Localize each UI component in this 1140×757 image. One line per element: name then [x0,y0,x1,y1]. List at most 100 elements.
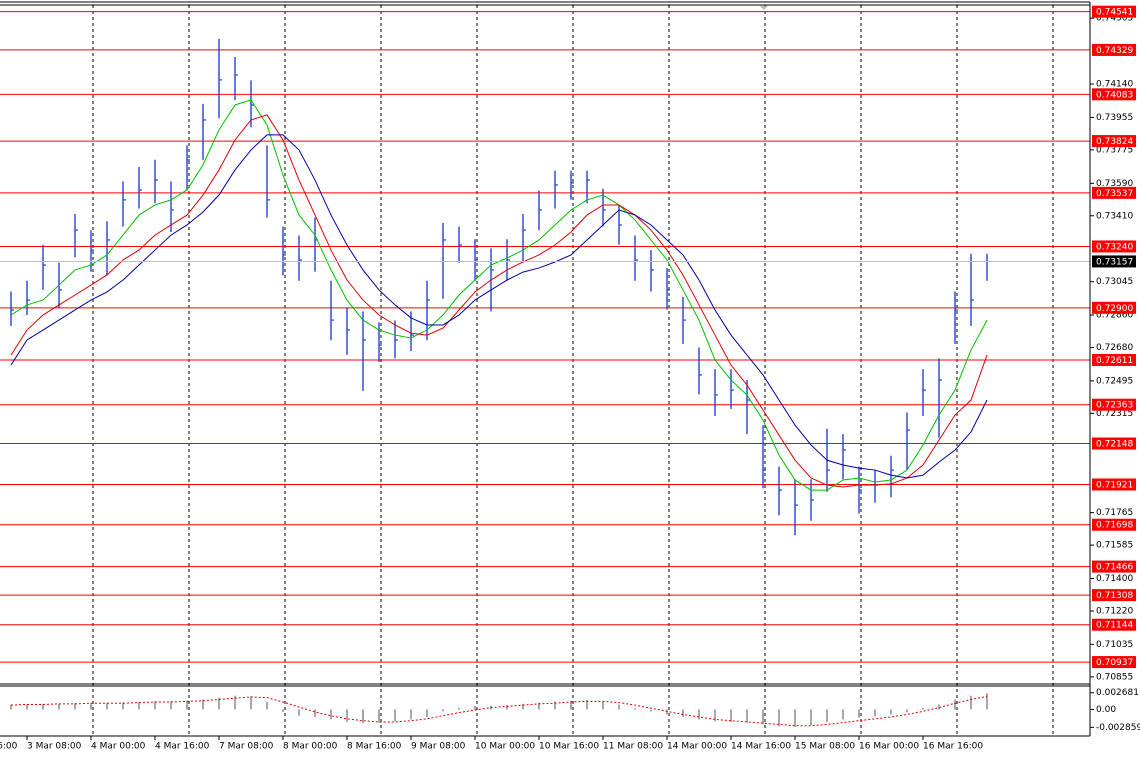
histogram-bar [378,709,380,723]
x-tick-label: 4 Mar 16:00 [155,742,210,752]
histogram-bar [650,709,652,712]
histogram-bar [538,702,540,710]
histogram-bar [266,701,268,710]
price-level-label: 0.74541 [1096,8,1133,18]
histogram-bar [474,706,476,710]
price-level-tag [1092,240,1136,253]
histogram-bar [122,702,124,710]
histogram-bar [730,709,732,722]
histogram-bar [314,709,316,717]
price-level-tag [1092,135,1136,148]
y-tick-label: 0.72315 [1096,409,1133,419]
price-level-label: 0.72363 [1096,401,1133,411]
histogram-bar [810,709,812,726]
histogram-bar [410,709,412,720]
y-tick-label: 0.72860 [1096,311,1133,321]
price-level-label: 0.70937 [1096,658,1133,668]
y-tick-label: 0.73045 [1096,277,1133,287]
histogram-bar [42,703,44,710]
price-level-tag [1092,353,1136,366]
histogram-bar [250,696,252,710]
price-level-label: 0.71698 [1096,521,1133,531]
price-level-label: 0.71308 [1096,591,1133,601]
y-tick-label: 0.71585 [1096,541,1133,551]
histogram-bar [426,709,428,717]
histogram-bar [698,709,700,720]
histogram-bar [666,709,668,715]
moving-average [10,114,988,488]
histogram-bar [714,709,716,722]
histogram-bar [74,703,76,710]
histogram-bar [138,701,140,710]
plot-area [0,11,1090,727]
price-level-tag [1092,656,1136,669]
axes: 0.74505 0.74140 0.73955 0.73775 0.73590 0.734… [1090,5,1140,733]
y-tick-label: 0.73410 [1096,211,1133,221]
x-tick-label: 2 Mar 16:00 [0,742,18,752]
y-tick-label: 0.72680 [1096,343,1133,353]
x-tick-label: 8 Mar 16:00 [347,742,402,752]
price-level-tag [1092,618,1136,631]
grid [92,5,1054,736]
x-tick-label: 11 Mar 08:00 [603,742,663,752]
histogram-bar [922,708,924,710]
price-level-tag [1092,88,1136,101]
histogram-bar [506,705,508,710]
y-tick-label: 0.74140 [1096,80,1133,90]
price-level-tag [1092,478,1136,491]
price-level-tag [1092,5,1136,18]
moving-average [10,134,988,479]
histogram-bar [858,709,860,718]
x-tick-label: 10 Mar 16:00 [539,742,599,752]
histogram-bar [442,709,444,712]
histogram-bar [954,699,956,710]
histogram-bar [970,695,972,710]
price-level-tag [1092,560,1136,573]
y-tick-label: 0.002681 [1096,688,1139,698]
y-tick-label: 0.71765 [1096,508,1133,518]
histogram-bar [746,709,748,723]
shift-marker [760,6,768,10]
y-tick-label: 0.71035 [1096,640,1133,650]
price-level-tag [1092,589,1136,602]
histogram-bar [10,704,12,710]
histogram-bar [762,709,764,725]
histogram-bar [890,709,892,715]
histogram-bar [90,703,92,710]
histogram-bar [842,709,844,720]
x-tick-label: 8 Mar 00:00 [283,742,338,752]
x-tick-label: 14 Mar 16:00 [731,742,791,752]
price-level-label: 0.71921 [1096,480,1133,490]
x-tick-label: 16 Mar 00:00 [859,742,919,752]
x-tick-label: 15 Mar 08:00 [795,742,855,752]
price-level-tag [1092,43,1136,56]
histogram-bar [106,703,108,710]
price-level-tag [1092,398,1136,411]
y-tick-label: -0.002859 [1096,723,1140,733]
histogram-bar [186,700,188,710]
price-level-label: 0.73824 [1096,137,1133,147]
histogram-bar [986,693,988,710]
histogram-bar [522,703,524,710]
histogram-bar [618,704,620,710]
y-tick-label: 0.73590 [1096,179,1133,189]
price-level-label: 0.71466 [1096,563,1133,573]
price-level-label: 0.72900 [1096,304,1133,314]
price-level-label: 0.72611 [1096,356,1133,366]
histogram-bar [778,709,780,727]
price-level-tag [1092,186,1136,199]
x-tick-label: 9 Mar 08:00 [411,742,466,752]
y-tick-label: 0.71400 [1096,574,1133,584]
price-level-label: 0.73537 [1096,189,1133,199]
x-tick-label: 16 Mar 16:00 [923,742,983,752]
histogram-bar [682,709,684,717]
y-tick-label: 0.74505 [1096,14,1133,24]
histogram-bar [570,700,572,710]
x-tick-label: 7 Mar 08:00 [219,742,274,752]
y-tick-label: 0.73775 [1096,145,1133,155]
histogram-bar [362,709,364,724]
signal-line [10,695,988,727]
y-tick-label: 0.70855 [1096,672,1133,682]
histogram-bar [26,704,28,710]
